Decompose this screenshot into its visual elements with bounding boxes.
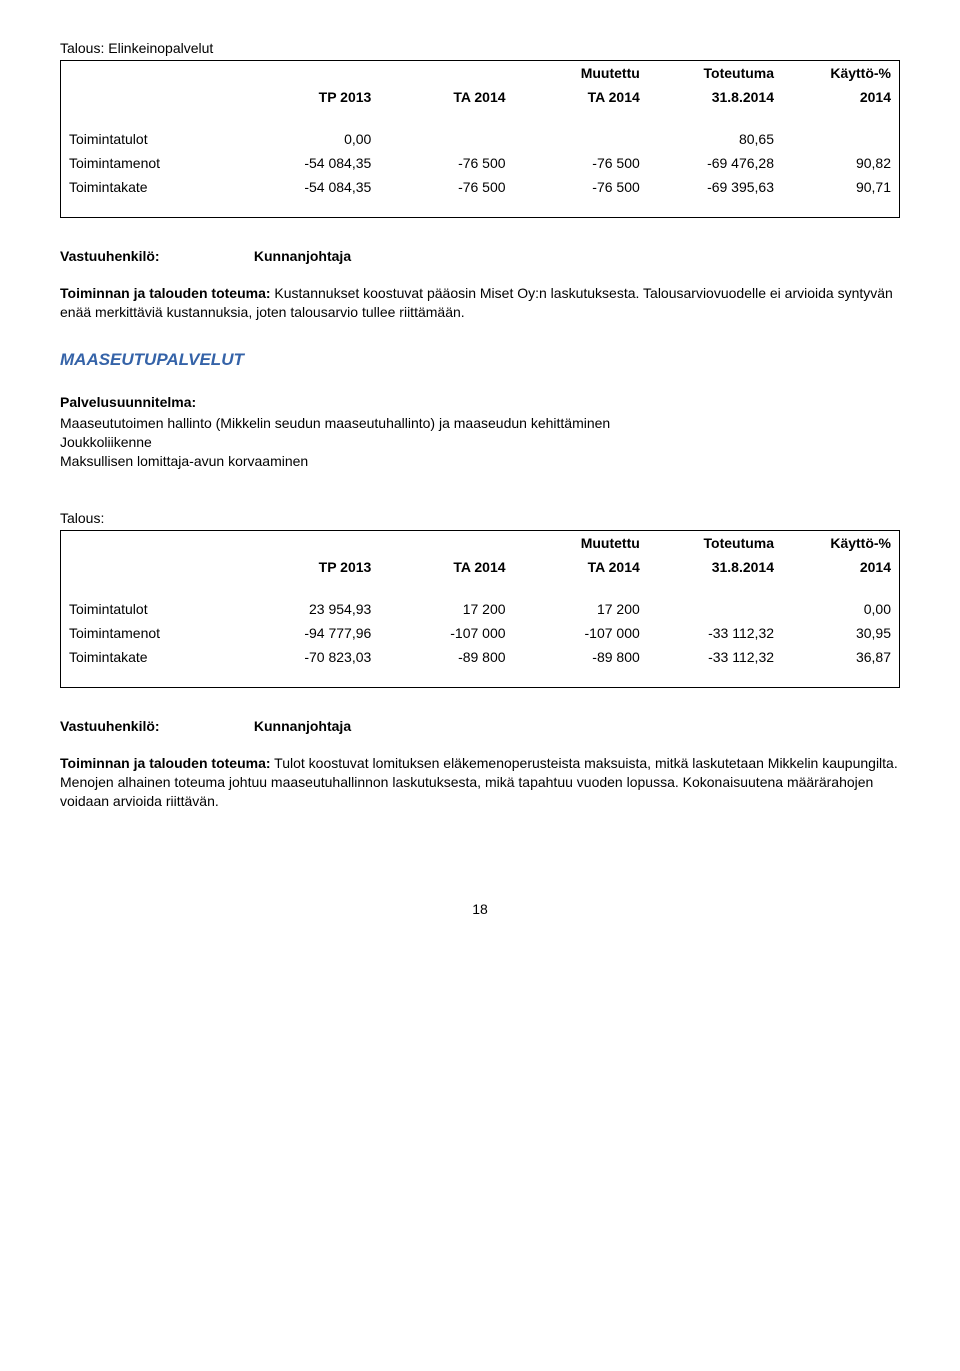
cell xyxy=(648,597,782,621)
col-kaytto: Käyttö-% xyxy=(782,61,899,86)
cell: -89 800 xyxy=(514,645,648,669)
cell: -107 000 xyxy=(514,621,648,645)
cell: -69 395,63 xyxy=(648,175,782,199)
section-title-1: Talous: Elinkeinopalvelut xyxy=(60,40,900,56)
cell: 0,00 xyxy=(782,597,899,621)
row-label: Toimintakate xyxy=(61,175,246,199)
row-label: Toimintatulot xyxy=(61,127,246,151)
toteuma-bold-1: Toiminnan ja talouden toteuma: xyxy=(60,285,271,301)
cell: 30,95 xyxy=(782,621,899,645)
col-tp2013: TP 2013 xyxy=(245,85,379,109)
cell: -94 777,96 xyxy=(245,621,379,645)
col-muutettu: Muutettu xyxy=(514,531,648,556)
table-row: Toimintamenot -94 777,96 -107 000 -107 0… xyxy=(61,621,900,645)
col-date: 31.8.2014 xyxy=(648,555,782,579)
table-row: Toimintatulot 23 954,93 17 200 17 200 0,… xyxy=(61,597,900,621)
cell: 23 954,93 xyxy=(245,597,379,621)
finance-table-1: Muutettu Toteutuma Käyttö-% TP 2013 TA 2… xyxy=(60,60,900,218)
plan-label: Palvelusuunnitelma: xyxy=(60,394,900,410)
vastuu-label-1: Vastuuhenkilö: xyxy=(60,248,250,264)
page-number: 18 xyxy=(60,901,900,917)
toteuma-text-1: Toiminnan ja talouden toteuma: Kustannuk… xyxy=(60,284,900,322)
cell: -70 823,03 xyxy=(245,645,379,669)
cell xyxy=(514,127,648,151)
table-row: Toimintamenot -54 084,35 -76 500 -76 500… xyxy=(61,151,900,175)
cell: -54 084,35 xyxy=(245,175,379,199)
col-toteutuma: Toteutuma xyxy=(648,61,782,86)
cell: -89 800 xyxy=(379,645,513,669)
cell: -69 476,28 xyxy=(648,151,782,175)
cell: 17 200 xyxy=(514,597,648,621)
vastuu-value-2: Kunnanjohtaja xyxy=(254,718,351,734)
cell: 80,65 xyxy=(648,127,782,151)
cell: -76 500 xyxy=(514,151,648,175)
toteuma-text-2: Toiminnan ja talouden toteuma: Tulot koo… xyxy=(60,754,900,811)
col-ta2014b: TA 2014 xyxy=(514,555,648,579)
plan-lines: Maaseututoimen hallinto (Mikkelin seudun… xyxy=(60,414,900,471)
cell: -54 084,35 xyxy=(245,151,379,175)
col-muutettu: Muutettu xyxy=(514,61,648,86)
col-date: 31.8.2014 xyxy=(648,85,782,109)
col-ta2014a: TA 2014 xyxy=(379,85,513,109)
toteuma-bold-2: Toiminnan ja talouden toteuma: xyxy=(60,755,271,771)
table-row: Toimintakate -70 823,03 -89 800 -89 800 … xyxy=(61,645,900,669)
vastuu-value-1: Kunnanjohtaja xyxy=(254,248,351,264)
cell: 90,82 xyxy=(782,151,899,175)
cell: -76 500 xyxy=(514,175,648,199)
plan-line: Joukkoliikenne xyxy=(60,433,900,452)
plan-line: Maksullisen lomittaja-avun korvaaminen xyxy=(60,452,900,471)
row-label: Toimintamenot xyxy=(61,151,246,175)
plan-line: Maaseututoimen hallinto (Mikkelin seudun… xyxy=(60,414,900,433)
col-kaytto: Käyttö-% xyxy=(782,531,899,556)
cell: -33 112,32 xyxy=(648,621,782,645)
col-tp2013: TP 2013 xyxy=(245,555,379,579)
col-year: 2014 xyxy=(782,85,899,109)
row-label: Toimintakate xyxy=(61,645,246,669)
cell: -76 500 xyxy=(379,151,513,175)
row-label: Toimintamenot xyxy=(61,621,246,645)
vastuu-label-2: Vastuuhenkilö: xyxy=(60,718,250,734)
finance-table-2: Muutettu Toteutuma Käyttö-% TP 2013 TA 2… xyxy=(60,530,900,688)
col-ta2014a: TA 2014 xyxy=(379,555,513,579)
cell xyxy=(782,127,899,151)
cell xyxy=(379,127,513,151)
cell: -33 112,32 xyxy=(648,645,782,669)
col-year: 2014 xyxy=(782,555,899,579)
col-toteutuma: Toteutuma xyxy=(648,531,782,556)
cell: -107 000 xyxy=(379,621,513,645)
table-row: Toimintatulot 0,00 80,65 xyxy=(61,127,900,151)
row-label: Toimintatulot xyxy=(61,597,246,621)
maaseutu-heading: MAASEUTUPALVELUT xyxy=(60,350,900,370)
cell: 17 200 xyxy=(379,597,513,621)
cell: 36,87 xyxy=(782,645,899,669)
col-ta2014b: TA 2014 xyxy=(514,85,648,109)
table-row: Toimintakate -54 084,35 -76 500 -76 500 … xyxy=(61,175,900,199)
cell: 90,71 xyxy=(782,175,899,199)
section-title-2: Talous: xyxy=(60,510,900,526)
cell: -76 500 xyxy=(379,175,513,199)
cell: 0,00 xyxy=(245,127,379,151)
